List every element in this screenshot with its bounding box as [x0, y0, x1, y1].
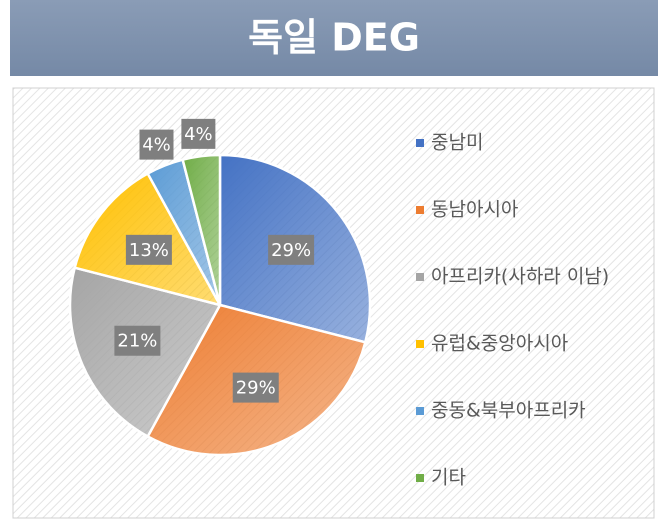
data-label-box [181, 118, 216, 149]
legend-label: 유럽&중앙아시아 [431, 333, 568, 355]
legend-label: 기타 [431, 467, 466, 489]
legend-swatch [416, 273, 424, 281]
legend-label: 아프리카(사하라 이남) [431, 266, 609, 288]
data-label-box [114, 325, 161, 356]
legend-swatch [416, 407, 424, 415]
header-banner [10, 0, 658, 76]
data-label: 4% [184, 124, 213, 145]
data-label: 29% [271, 240, 311, 261]
data-label-box [139, 129, 174, 160]
pie-slice [181, 153, 222, 306]
data-label: 13% [129, 240, 169, 261]
data-label-box [125, 234, 172, 265]
legend-label: 동남아시아 [431, 199, 518, 221]
legend-swatch [416, 340, 424, 348]
legend-label: 중남미 [431, 132, 483, 154]
data-label-box [268, 234, 315, 265]
data-label: 29% [236, 378, 276, 399]
legend-label: 중동&북부아프리카 [431, 400, 586, 422]
legend-swatch [416, 139, 424, 147]
legend-swatch [416, 206, 424, 214]
data-label: 21% [117, 331, 157, 352]
chart-title: 독일 DEG [248, 16, 420, 60]
data-label-box [232, 372, 279, 403]
legend-swatch [416, 474, 424, 482]
data-label: 4% [142, 135, 171, 156]
